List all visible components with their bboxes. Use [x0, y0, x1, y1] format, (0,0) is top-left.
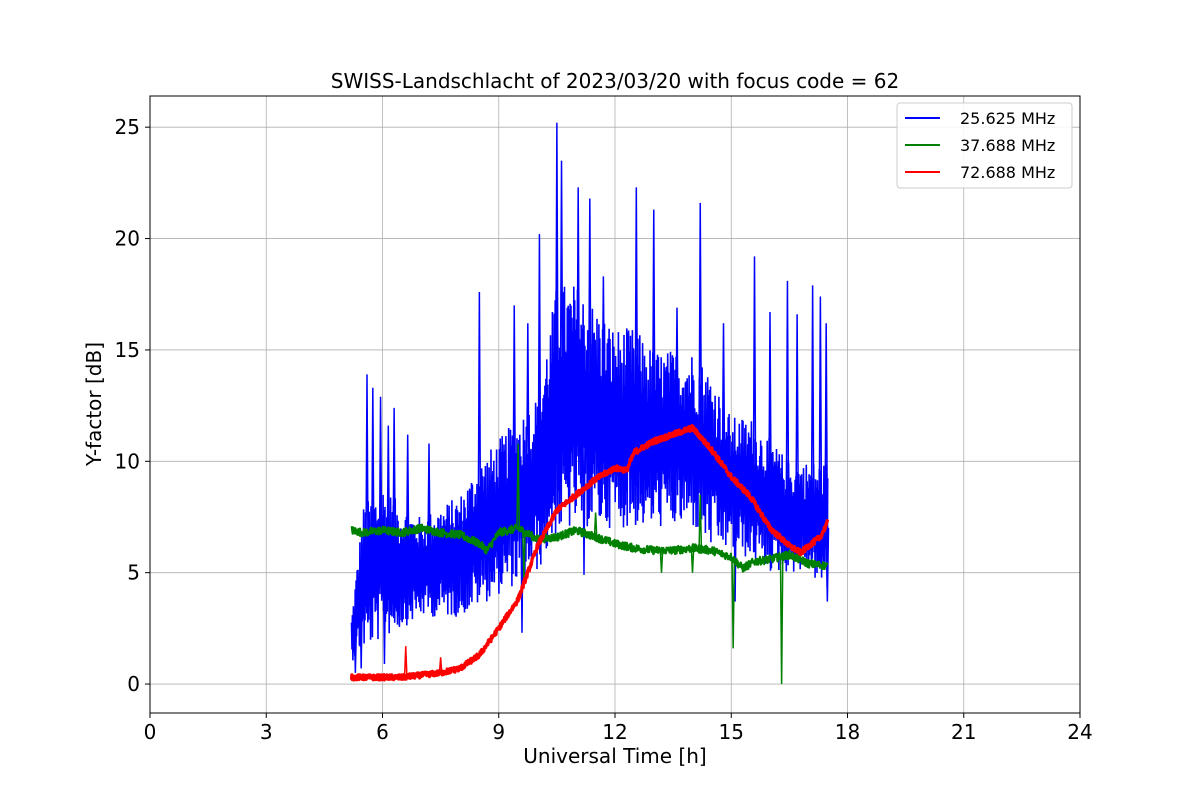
series-spike: [785, 280, 790, 516]
x-tick-label: 18: [835, 720, 860, 744]
series-spike: [779, 556, 784, 685]
series-spike: [731, 558, 736, 649]
series-2: [349, 423, 830, 682]
series-spike: [405, 434, 410, 568]
series-spike: [675, 307, 679, 440]
series-spike: [525, 323, 530, 492]
series-spike: [698, 202, 703, 448]
series-spike: [818, 296, 823, 524]
series-spike: [554, 122, 559, 412]
x-axis-label: Universal Time [h]: [523, 744, 706, 768]
series-spike: [810, 285, 815, 520]
series-line: [349, 423, 830, 682]
series-spike: [698, 494, 703, 550]
series-spike: [795, 314, 800, 517]
series-spike: [438, 657, 443, 673]
series-spike: [386, 425, 391, 564]
series-spike: [733, 484, 738, 602]
y-tick-label: 25: [115, 115, 140, 139]
series-spike: [365, 374, 369, 575]
series-spike: [576, 187, 581, 407]
series-spike: [593, 512, 598, 538]
legend-label: 25.625 MHz: [960, 109, 1055, 128]
x-tick-label: 3: [260, 720, 273, 744]
series-spike: [601, 276, 606, 422]
series-spike: [427, 443, 431, 565]
y-tick-label: 10: [115, 449, 140, 473]
series-spike: [382, 562, 387, 665]
x-tick-label: 0: [144, 720, 157, 744]
x-tick-label: 9: [492, 720, 505, 744]
x-tick-label: 24: [1067, 720, 1092, 744]
series-spike: [392, 407, 397, 565]
series-spike: [537, 234, 542, 477]
y-tick-label: 5: [127, 561, 140, 585]
series-line: [350, 523, 829, 573]
chart-title: SWISS-Landschlacht of 2023/03/20 with fo…: [331, 69, 899, 93]
x-tick-label: 6: [376, 720, 389, 744]
series-spike: [634, 187, 639, 430]
x-tick-label: 12: [602, 720, 627, 744]
legend: 25.625 MHz 37.688 MHz 72.688 MHz: [896, 102, 1073, 189]
x-tick-label: 21: [951, 720, 976, 744]
series-spike: [512, 305, 517, 504]
legend-label: 72.688 MHz: [960, 163, 1055, 182]
axis-ticks: 0 3 6 9 12 15 18 21 24 0 5 10 15 20 25: [115, 115, 1093, 744]
y-tick-label: 0: [127, 672, 140, 696]
series-spike: [825, 527, 830, 602]
series-0: [350, 122, 830, 673]
y-axis-label: Y-factor [dB]: [82, 342, 106, 467]
series-spike: [516, 443, 521, 529]
series-spike: [370, 387, 375, 570]
series-spike: [378, 396, 383, 564]
series-spike: [690, 548, 695, 573]
series-layer: [349, 122, 830, 685]
series-spike: [477, 292, 482, 534]
series-spike: [353, 619, 358, 673]
y-tick-label: 15: [115, 338, 140, 362]
series-spike: [582, 410, 586, 575]
series-spike: [659, 550, 664, 573]
series-spike: [559, 160, 564, 410]
series-spike: [651, 209, 656, 440]
series-spike: [587, 198, 592, 414]
series-spike: [824, 323, 829, 528]
series-spike: [752, 256, 757, 493]
y-tick-label: 20: [115, 227, 140, 251]
legend-box: [896, 102, 1073, 189]
legend-label: 37.688 MHz: [960, 136, 1055, 155]
series-spike: [721, 323, 726, 475]
series-spike: [359, 588, 364, 669]
x-tick-label: 15: [719, 720, 744, 744]
series-spike: [768, 312, 772, 506]
series-spike: [403, 646, 408, 677]
